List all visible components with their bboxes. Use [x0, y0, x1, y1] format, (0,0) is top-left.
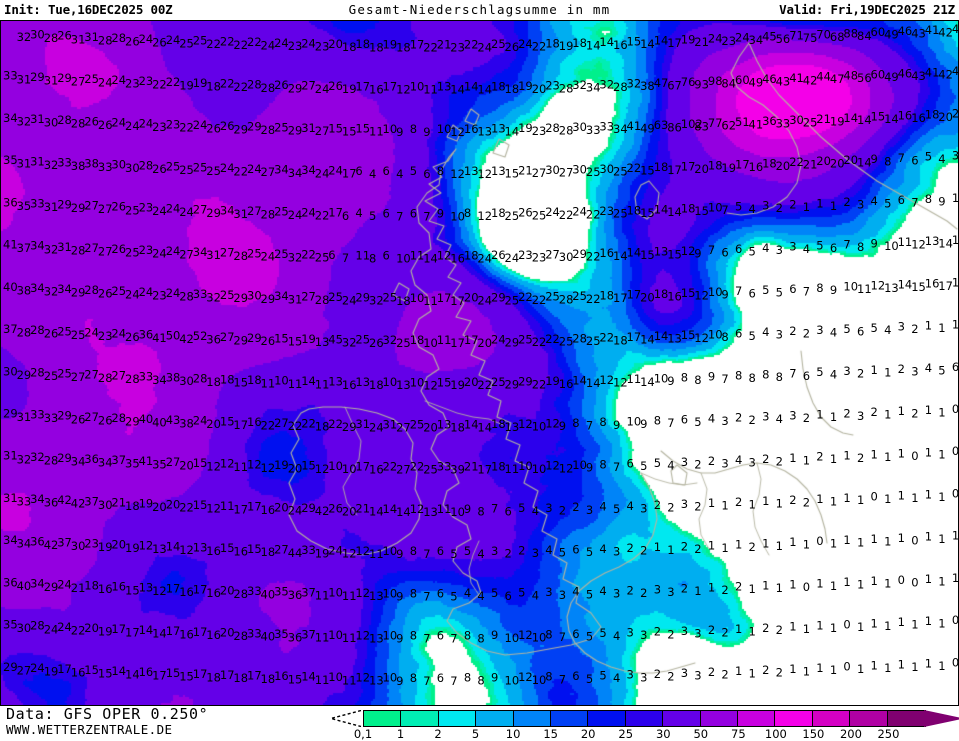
- colorbar-segments: [363, 710, 926, 727]
- colorbar-tick-label: 0,1: [353, 727, 373, 741]
- colorbar-tick-label: 15: [543, 727, 558, 741]
- colorbar-tick-label: 100: [764, 727, 787, 741]
- colorbar-segment: [700, 711, 739, 726]
- colorbar-segment: [551, 711, 589, 726]
- data-source-label: Data: GFS OPER 0.250°: [6, 705, 209, 723]
- colorbar-tick-label: 20: [580, 727, 596, 741]
- map-header: Init: Tue,16DEC2025 00Z Gesamt-Niedersch…: [0, 0, 959, 20]
- colorbar-tick-label: 75: [731, 727, 746, 741]
- precipitation-field-canvas: [1, 21, 958, 705]
- colorbar-segment: [887, 711, 926, 726]
- website-label: WWW.WETTERZENTRALE.DE: [6, 722, 173, 737]
- colorbar-tick-label: 50: [693, 727, 709, 741]
- colorbar-segment: [775, 711, 813, 726]
- colorbar-tick-label: 1: [396, 727, 405, 741]
- colorbar-tick-label: 10: [505, 727, 521, 741]
- colorbar-segment: [625, 711, 664, 726]
- colorbar-tick-label: 25: [618, 727, 634, 741]
- colorbar-tick-label: 2: [434, 727, 442, 741]
- colorbar-tick-label: 5: [471, 727, 480, 741]
- colorbar-segment: [663, 711, 701, 726]
- map-footer: Data: GFS OPER 0.250° WWW.WETTERZENTRALE…: [0, 705, 959, 741]
- colorbar-segment: [513, 711, 552, 726]
- colorbar-segment: [476, 711, 514, 726]
- colorbar-tick-label: 150: [802, 727, 825, 741]
- colorbar-segment: [364, 711, 402, 726]
- colorbar-segment: [438, 711, 477, 726]
- colorbar-under-arrow-icon: [330, 710, 362, 727]
- colorbar-segment: [812, 711, 851, 726]
- valid-time-label: Valid: Fri,19DEC2025 21Z: [779, 2, 955, 17]
- page-title: Gesamt-Niederschlagsumme in mm: [348, 2, 611, 17]
- precipitation-map[interactable]: 32 30 28 26 31 31 28 28 26 24 26 24 25 25 22 22 22 22 24 24…: [0, 20, 959, 706]
- precipitation-colorbar: 0,1 1 2 5 10 15 20 25 30 50 75 100 150 200 250: [330, 706, 959, 741]
- colorbar-segment: [401, 711, 439, 726]
- colorbar-tick-label: 30: [655, 727, 671, 741]
- colorbar-tick-label: 200: [839, 727, 862, 741]
- colorbar-segment: [850, 711, 888, 726]
- init-time-label: Init: Tue,16DEC2025 00Z: [4, 2, 173, 17]
- colorbar-tick-labels: 0,1 1 2 5 10 15 20 25 30 50 75 100 150 200 250: [354, 727, 926, 741]
- colorbar-tick-label: 250: [877, 727, 900, 741]
- colorbar-over-arrow-icon: [924, 710, 959, 727]
- colorbar-segment: [588, 711, 626, 726]
- colorbar-segment: [738, 711, 776, 726]
